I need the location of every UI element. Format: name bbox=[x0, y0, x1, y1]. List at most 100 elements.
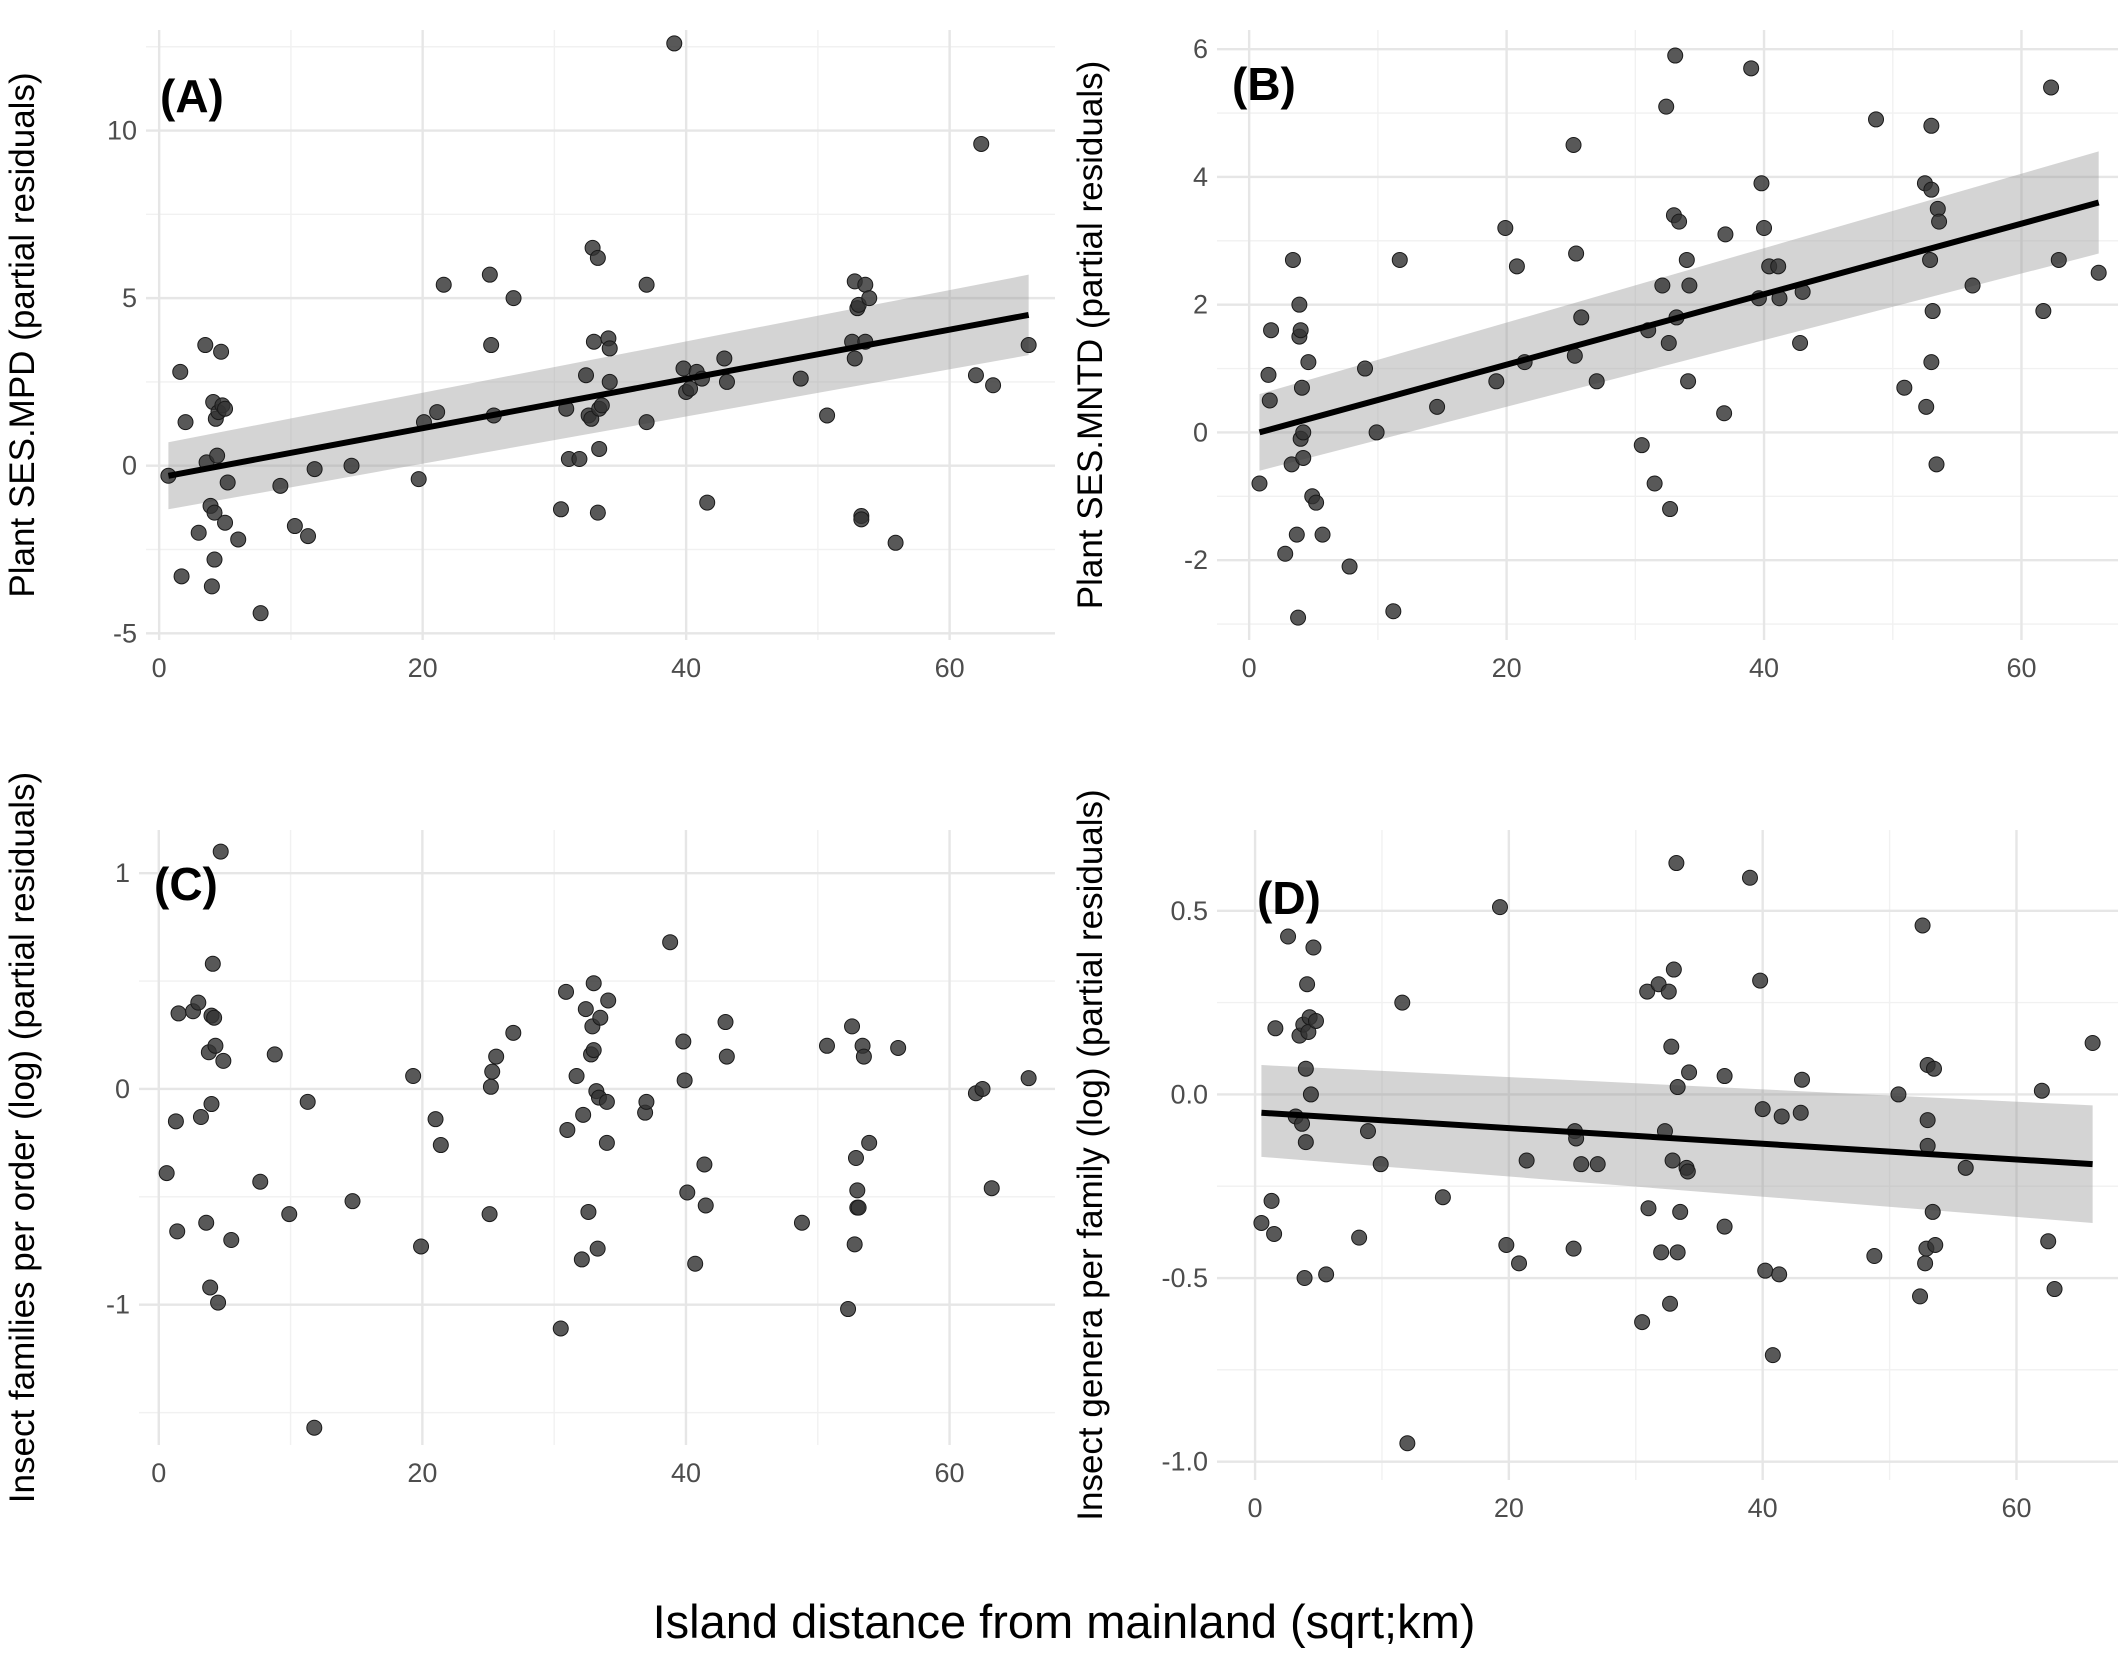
data-point bbox=[598, 1134, 615, 1151]
data-point bbox=[1314, 526, 1331, 543]
data-point bbox=[850, 1199, 867, 1216]
data-point bbox=[676, 1072, 693, 1089]
data-point bbox=[2043, 79, 2060, 96]
data-point bbox=[213, 343, 230, 360]
data-point bbox=[1717, 226, 1734, 243]
data-point bbox=[167, 1113, 184, 1130]
x-tick-label: 20 bbox=[1494, 1493, 1524, 1523]
data-point bbox=[207, 1037, 224, 1054]
data-point bbox=[571, 451, 588, 468]
data-point bbox=[169, 1223, 186, 1240]
data-point bbox=[1288, 526, 1305, 543]
data-point bbox=[1757, 1262, 1774, 1279]
data-point bbox=[300, 528, 317, 545]
y-tick-label: 4 bbox=[1193, 162, 1208, 192]
data-point bbox=[1681, 277, 1698, 294]
data-point bbox=[488, 1048, 505, 1065]
data-point bbox=[158, 1165, 175, 1182]
data-point bbox=[1919, 1112, 1936, 1129]
data-point bbox=[662, 934, 679, 951]
data-point bbox=[1669, 1079, 1686, 1096]
y-tick-label: -0.5 bbox=[1161, 1263, 1208, 1293]
data-point bbox=[675, 1033, 692, 1050]
data-point bbox=[600, 992, 617, 1009]
data-point bbox=[861, 1134, 878, 1151]
data-point bbox=[1764, 1347, 1781, 1364]
data-point bbox=[589, 1240, 606, 1257]
data-point bbox=[1488, 373, 1505, 390]
data-point bbox=[1716, 1068, 1733, 1085]
data-point bbox=[252, 605, 269, 622]
data-point bbox=[696, 1156, 713, 1173]
x-tick-label: 40 bbox=[671, 653, 701, 683]
panel-label: (D) bbox=[1257, 872, 1321, 924]
x-tick-label: 20 bbox=[1492, 653, 1522, 683]
data-point bbox=[601, 340, 618, 357]
panel-d: 0 20 40 60 -1.0 -0.5 0.0 0.5 Insect genera per f… bbox=[1071, 789, 2118, 1523]
data-point bbox=[505, 290, 522, 307]
data-point bbox=[1924, 303, 1941, 320]
data-point bbox=[272, 477, 289, 494]
data-point bbox=[203, 578, 220, 595]
data-point bbox=[190, 994, 207, 1011]
data-point bbox=[1360, 1123, 1377, 1140]
data-point bbox=[306, 1419, 323, 1436]
data-point bbox=[217, 400, 234, 417]
data-point bbox=[857, 276, 874, 293]
data-point bbox=[1634, 1314, 1651, 1331]
data-point bbox=[1964, 277, 1981, 294]
data-point bbox=[1565, 1240, 1582, 1257]
data-point bbox=[1931, 213, 1948, 230]
data-point bbox=[717, 1014, 734, 1031]
data-point bbox=[1518, 1152, 1535, 1169]
y-tick-label: 0 bbox=[115, 1074, 130, 1104]
data-point bbox=[1372, 1156, 1389, 1173]
data-point bbox=[1251, 475, 1268, 492]
data-point bbox=[1508, 258, 1525, 275]
fit-line bbox=[167, 311, 1030, 479]
y-tick-label: -1.0 bbox=[1161, 1447, 1208, 1477]
data-point bbox=[170, 1005, 187, 1022]
data-point bbox=[219, 474, 236, 491]
data-point bbox=[252, 1173, 269, 1190]
data-point bbox=[405, 1068, 422, 1084]
data-point bbox=[1743, 60, 1760, 77]
data-point bbox=[1667, 47, 1684, 64]
x-tick-label: 60 bbox=[2001, 1493, 2031, 1523]
data-point bbox=[967, 367, 984, 384]
data-point bbox=[1497, 220, 1514, 237]
data-point bbox=[585, 975, 602, 992]
data-point bbox=[1261, 392, 1278, 409]
data-point bbox=[1305, 939, 1322, 956]
data-point bbox=[230, 531, 247, 548]
data-point bbox=[840, 1301, 857, 1318]
data-point bbox=[2046, 1281, 2063, 1298]
data-point bbox=[299, 1093, 316, 1110]
y-tick-label: 6 bbox=[1193, 34, 1208, 64]
data-point bbox=[190, 524, 207, 541]
panel-label: (B) bbox=[1232, 58, 1296, 110]
data-point bbox=[638, 276, 655, 293]
data-point bbox=[1297, 1060, 1314, 1077]
data-point bbox=[1680, 373, 1697, 390]
data-point bbox=[1671, 213, 1688, 230]
data-point bbox=[1385, 603, 1402, 620]
data-point bbox=[1295, 424, 1312, 441]
data-point bbox=[1399, 1435, 1416, 1452]
x-tick-label: 0 bbox=[152, 653, 167, 683]
x-tick-label: 0 bbox=[1242, 653, 1257, 683]
data-point bbox=[286, 518, 303, 535]
data-point bbox=[1368, 424, 1385, 441]
data-point bbox=[1794, 1071, 1811, 1088]
data-point bbox=[2040, 1233, 2057, 1250]
data-point bbox=[281, 1206, 298, 1223]
data-point bbox=[985, 377, 1002, 394]
data-point bbox=[1664, 1152, 1681, 1169]
data-point bbox=[598, 1093, 615, 1110]
data-point bbox=[1573, 1156, 1590, 1173]
x-tick-label: 60 bbox=[935, 653, 965, 683]
data-point bbox=[483, 337, 500, 354]
data-point bbox=[1589, 1156, 1606, 1173]
data-point bbox=[1741, 869, 1758, 886]
data-point bbox=[699, 494, 716, 511]
